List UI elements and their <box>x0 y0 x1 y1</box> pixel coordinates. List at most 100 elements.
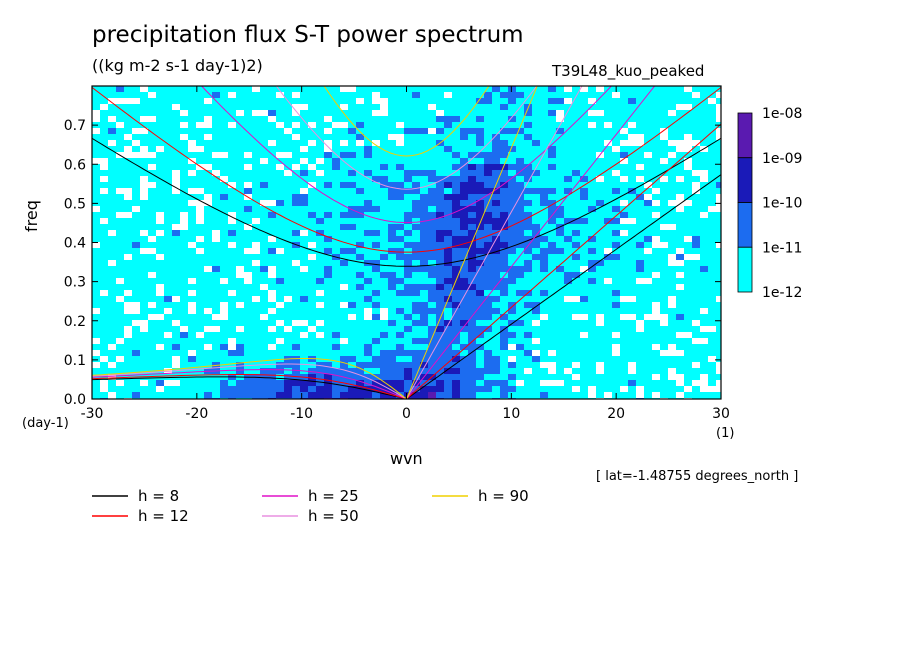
heatmap-cell <box>372 134 380 140</box>
heatmap-cell <box>492 356 500 362</box>
heatmap-cell <box>540 200 548 206</box>
heatmap-cell <box>404 266 412 272</box>
heatmap-cell <box>468 338 476 344</box>
heatmap-cell <box>684 224 692 230</box>
heatmap-cell <box>100 338 108 344</box>
heatmap-cell <box>316 380 324 386</box>
heatmap-cell <box>196 242 204 248</box>
heatmap-cell <box>652 314 660 320</box>
heatmap-cell <box>332 230 340 236</box>
heatmap-cell <box>396 338 404 344</box>
heatmap-cell <box>524 362 532 368</box>
heatmap-cell <box>100 224 108 230</box>
heatmap-cell <box>244 284 252 290</box>
heatmap-cell <box>148 212 156 218</box>
heatmap-cell <box>660 188 668 194</box>
heatmap-cell <box>308 272 316 278</box>
heatmap-cell <box>364 170 372 176</box>
heatmap-cell <box>324 188 332 194</box>
heatmap-cell <box>180 218 188 224</box>
heatmap-cell <box>284 146 292 152</box>
heatmap-cell <box>460 146 468 152</box>
heatmap-cell <box>132 302 140 308</box>
heatmap-cell <box>484 254 492 260</box>
heatmap-cell <box>556 320 564 326</box>
heatmap-cell <box>340 254 348 260</box>
heatmap-cell <box>604 98 612 104</box>
heatmap-cell <box>692 116 700 122</box>
heatmap-cell <box>268 344 276 350</box>
heatmap-cell <box>692 110 700 116</box>
heatmap-cell <box>500 176 508 182</box>
heatmap-cell <box>716 362 721 368</box>
heatmap-cell <box>500 134 508 140</box>
heatmap-cell <box>164 104 172 110</box>
heatmap-cell <box>124 356 132 362</box>
heatmap-cell <box>292 344 300 350</box>
heatmap-cell <box>700 326 708 332</box>
heatmap-cell <box>236 224 244 230</box>
heatmap-cell <box>244 260 252 266</box>
heatmap-cell <box>308 224 316 230</box>
heatmap-cell <box>644 374 652 380</box>
heatmap-cell <box>428 146 436 152</box>
heatmap-cell <box>220 386 228 392</box>
heatmap-cell <box>660 164 668 170</box>
heatmap-cell <box>388 338 396 344</box>
heatmap-cell <box>460 218 468 224</box>
heatmap-cell <box>580 290 588 296</box>
heatmap-cell <box>684 260 692 266</box>
heatmap-cell <box>156 320 164 326</box>
heatmap-cell <box>668 248 676 254</box>
heatmap-cell <box>612 308 620 314</box>
heatmap-cell <box>524 314 532 320</box>
heatmap-cell <box>476 86 484 92</box>
heatmap-cell <box>300 98 308 104</box>
heatmap-cell <box>332 194 340 200</box>
heatmap-cell <box>340 290 348 296</box>
heatmap-cell <box>124 116 132 122</box>
heatmap-cell <box>236 254 244 260</box>
heatmap-cell <box>428 92 436 98</box>
heatmap-cell <box>308 86 316 92</box>
heatmap-cell <box>404 194 412 200</box>
heatmap-cell <box>540 92 548 98</box>
heatmap-cell <box>628 344 636 350</box>
heatmap-cell <box>580 272 588 278</box>
heatmap-cell <box>644 368 652 374</box>
heatmap-cell <box>172 104 180 110</box>
heatmap-cell <box>668 260 676 266</box>
heatmap-cell <box>508 98 516 104</box>
heatmap-cell <box>524 152 532 158</box>
heatmap-cell <box>692 290 700 296</box>
heatmap-cell <box>516 362 524 368</box>
heatmap-cell <box>596 296 604 302</box>
heatmap-cell <box>484 134 492 140</box>
heatmap-cell <box>332 380 340 386</box>
heatmap-cell <box>636 344 644 350</box>
heatmap-cell <box>604 392 612 398</box>
heatmap-cell <box>468 296 476 302</box>
heatmap-cell <box>644 296 652 302</box>
heatmap-cell <box>452 194 460 200</box>
heatmap-cell <box>132 272 140 278</box>
heatmap-cell <box>628 308 636 314</box>
heatmap-cell <box>484 86 492 92</box>
heatmap-cell <box>524 200 532 206</box>
heatmap-cell <box>196 110 204 116</box>
heatmap-cell <box>148 92 156 98</box>
heatmap-cell <box>156 86 164 92</box>
heatmap-cell <box>620 314 628 320</box>
heatmap-cell <box>652 146 660 152</box>
heatmap-cell <box>372 350 380 356</box>
heatmap-cell <box>100 152 108 158</box>
heatmap-cell <box>100 164 108 170</box>
heatmap-cell <box>260 386 268 392</box>
heatmap-cell <box>212 338 220 344</box>
heatmap-cell <box>204 266 212 272</box>
heatmap-cell <box>132 266 140 272</box>
heatmap-cell <box>132 344 140 350</box>
heatmap-cell <box>700 110 708 116</box>
heatmap-cell <box>412 146 420 152</box>
heatmap-cell <box>668 230 676 236</box>
